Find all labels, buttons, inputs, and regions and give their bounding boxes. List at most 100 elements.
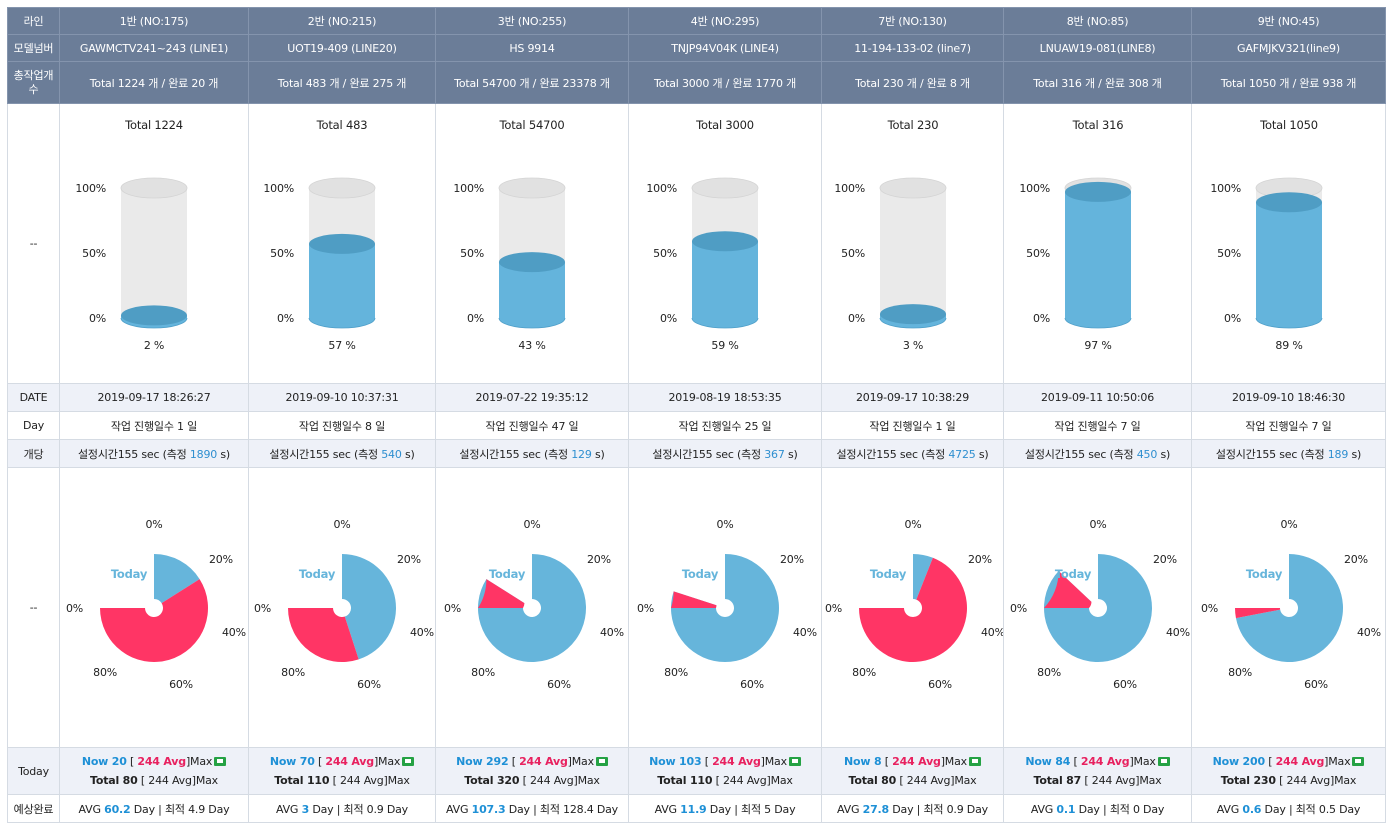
excel-export-icon[interactable] [788, 757, 801, 766]
total-summary: Total 1224 개 / 완료 20 개 [89, 76, 219, 90]
gauge-percent-label: 43 % [518, 339, 545, 352]
today-max-label: ]Max [1324, 755, 1351, 768]
pie-chart: 0% 20% 40% 60% 80% 0% Today [254, 518, 434, 691]
pie-slice-progress [154, 554, 200, 604]
gauge-axis-label: 0% [848, 312, 865, 325]
pie-slice-progress [1235, 554, 1343, 662]
per-unit-cell: 설정시간155 sec (측정 4725 s) [821, 439, 1004, 468]
today-now-bracket: [ [508, 755, 520, 768]
excel-export-icon[interactable] [595, 757, 608, 766]
pie-chart: 0% 20% 40% 60% 80% 0% Today [1201, 518, 1381, 691]
gauge-title: Total 1224 [124, 118, 183, 132]
per-unit-suffix: s) [217, 447, 230, 461]
excel-export-icon[interactable] [1352, 757, 1365, 766]
cylinder-fill [309, 243, 375, 328]
pie-cell: 0% 20% 40% 60% 80% 0% Today [248, 467, 436, 748]
today-avg-value: 244 [712, 755, 735, 768]
model-cell: GAWMCTV241~243 (LINE1) [59, 34, 249, 62]
cylinder-cell: Total 3000 100% 50% 0% 59 % [628, 103, 822, 384]
row-label-day: Day [7, 411, 60, 440]
pie-tick-label: 40% [1357, 626, 1381, 639]
cylinder-gauge: Total 3000 100% 50% 0% 59 % [646, 118, 759, 352]
cylinder-fill-bottom-edge [308, 317, 376, 329]
today-now-bracket: [ [126, 755, 138, 768]
model-cell: UOT19-409 (LINE20) [248, 34, 436, 62]
row-label-model: 모델넘버 [7, 34, 60, 62]
expected-optimal: Day | 최적 0.9 Day [888, 802, 988, 816]
today-total-line: Total 110 [ 244 Avg]Max [250, 771, 435, 790]
today-avg-value: 244 [1080, 755, 1104, 768]
pie-tick-label: 20% [209, 553, 233, 566]
expected-optimal: Day | 최적 0.9 Day [309, 802, 408, 816]
excel-export-icon[interactable] [1157, 757, 1170, 766]
cylinder-fill [1065, 191, 1131, 328]
gauge-percent-label: 57 % [328, 339, 355, 352]
cylinder-fill-bottom-edge [1064, 317, 1132, 329]
pie-tick-label: 40% [222, 626, 246, 639]
pie-tick-label: 80% [93, 666, 117, 679]
per-unit-suffix: s) [401, 447, 415, 461]
today-now-bracket: [ [1070, 755, 1081, 768]
cylinder-empty-body [121, 188, 187, 328]
model-number: TNJP94V04K (LINE4) [671, 41, 779, 55]
pie-cell: 0% 20% 40% 60% 80% 0% Today [821, 467, 1004, 748]
pie-slice-progress [913, 554, 933, 600]
today-total-value: Total 110 [657, 774, 713, 787]
today-row: Today Now 20 [ 244 Avg]Max Total 80 [ 244… [7, 747, 1386, 795]
line-name: 4반 (NO:295) [690, 15, 760, 28]
expected-avg-label: AVG [837, 802, 863, 816]
gauge-axis-label: 0% [277, 312, 294, 325]
today-total-value: Total 320 [464, 774, 520, 787]
today-max-label: ]Max [373, 755, 401, 768]
today-max-label: ]Max [185, 755, 213, 768]
pie-tick-label: 0% [1201, 602, 1218, 615]
total-summary-cell: Total 483 개 / 완료 275 개 [248, 61, 436, 104]
pie-slice-remaining [859, 557, 967, 662]
per-unit-setting: 설정시간155 sec (측정 [836, 447, 949, 461]
per-unit-measured: 540 [381, 447, 402, 461]
pie-cell: 0% 20% 40% 60% 80% 0% Today [59, 467, 249, 748]
pie-slice-remaining [288, 608, 359, 662]
pie-tick-label: 40% [1166, 626, 1190, 639]
pie-tick-label: 20% [587, 553, 611, 566]
today-total-line: Total 230 [ 244 Avg]Max [1193, 771, 1385, 790]
total-summary-cell: Total 3000 개 / 완료 1770 개 [628, 61, 822, 104]
today-total-line: Total 87 [ 244 Avg]Max [1005, 771, 1191, 790]
per-unit-suffix: s) [591, 447, 605, 461]
date-value: 2019-08-19 18:53:35 [668, 391, 782, 404]
excel-export-icon[interactable] [968, 757, 981, 766]
date-value: 2019-09-17 18:26:27 [97, 391, 211, 404]
pie-tick-label: 0% [904, 518, 921, 531]
cylinder-fill-surface [1256, 192, 1322, 213]
excel-export-icon[interactable] [402, 757, 415, 766]
row-label-cylinder: -- [7, 103, 60, 384]
excel-export-icon[interactable] [214, 757, 227, 766]
gauge-percent-label: 89 % [1275, 339, 1302, 352]
today-avg-label: Avg [541, 755, 568, 768]
pie-today-label: Today [682, 567, 719, 581]
pie-tick-label: 60% [547, 678, 571, 691]
gauge-axis-label: 50% [653, 247, 677, 260]
cylinder-top-cap [879, 177, 947, 199]
today-now-line: Now 292 [ 244 Avg]Max [437, 752, 628, 771]
expected-avg-label: AVG [446, 802, 472, 816]
date-cell: 2019-09-17 18:26:27 [59, 383, 249, 412]
today-avg-value: 244 [137, 755, 160, 768]
pie-slice-remaining [1044, 571, 1092, 608]
cylinder-gauge: Total 1224 100% 50% 0% 2 % [75, 118, 188, 352]
per-unit-cell: 설정시간155 sec (측정 129 s) [435, 439, 629, 468]
day-progress: 작업 진행일수 7 일 [1245, 419, 1332, 433]
total-summary-cell: Total 316 개 / 완료 308 개 [1003, 61, 1192, 104]
today-cell: Now 84 [ 244 Avg]Max Total 87 [ 244 Avg]M… [1003, 747, 1192, 795]
pie-tick-label: 0% [637, 602, 654, 615]
per-unit-setting: 설정시간155 sec (측정 [1215, 447, 1328, 461]
day-progress: 작업 진행일수 1 일 [110, 419, 198, 433]
pie-tick-label: 20% [780, 553, 804, 566]
per-unit-setting: 설정시간155 sec (측정 [459, 447, 572, 461]
expected-avg-value: 0.1 [1056, 802, 1076, 816]
expected-cell: AVG 27.8 Day | 최적 0.9 Day [821, 794, 1004, 823]
cylinder-cell: Total 1224 100% 50% 0% 2 % [59, 103, 249, 384]
date-cell: 2019-09-10 10:37:31 [248, 383, 436, 412]
expected-optimal: Day | 최적 128.4 Day [505, 802, 618, 816]
gauge-percent-label: 3 % [903, 339, 923, 352]
